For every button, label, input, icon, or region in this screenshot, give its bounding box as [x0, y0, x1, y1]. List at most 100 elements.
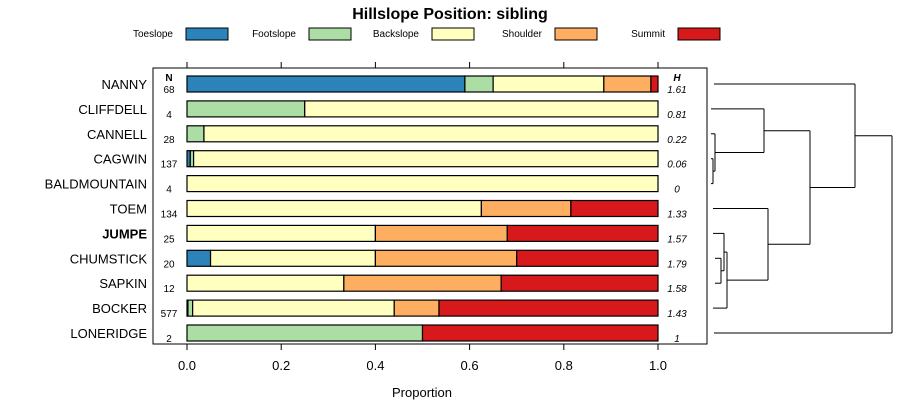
bar-segment-jumpe-shoulder: [374, 224, 508, 242]
legend-label-summit: Summit: [631, 29, 665, 40]
h-value-nanny: 1.61: [667, 85, 686, 96]
bar-row-jumpe: JUMPE 25 1.57: [102, 224, 687, 245]
x-tick-label-3: 0.6: [461, 358, 479, 373]
bar-segment-chumstick-backslope: [209, 249, 377, 267]
top-axis-ticks: [186, 62, 659, 68]
h-value-chumstick: 1.79: [667, 259, 687, 270]
x-axis-label: Proportion: [392, 385, 452, 400]
bar-segment-nanny-backslope: [492, 75, 605, 93]
n-value-sapkin: 12: [163, 284, 175, 295]
bar-row-nanny: NANNY 68 1.61: [101, 75, 687, 96]
row-label-cagwin: CAGWIN: [94, 152, 147, 167]
x-tick-label-5: 1.0: [649, 358, 667, 373]
row-label-toem: TOEM: [110, 202, 147, 217]
legend-swatch-summit: [677, 27, 721, 41]
bar-segment-nanny-footslope: [464, 75, 494, 93]
bar-segment-bocker-backslope: [192, 299, 395, 317]
legend-label-shoulder: Shoulder: [502, 29, 543, 40]
bar-row-cliffdell: CLIFFDELL 4 0.81: [78, 100, 687, 121]
n-value-baldmountain: 4: [166, 185, 172, 196]
bar-segment-toem-summit: [570, 199, 659, 218]
legend-label-toeslope: Toeslope: [133, 29, 173, 40]
h-value-bocker: 1.43: [667, 309, 687, 320]
n-value-toem: 134: [161, 210, 178, 221]
x-tick-label-2: 0.4: [366, 358, 384, 373]
bar-segment-jumpe-backslope: [186, 224, 376, 242]
h-value-baldmountain: 0: [674, 185, 680, 196]
h-value-cliffdell: 0.81: [667, 110, 686, 121]
legend: Toeslope Footslope Backslope Shoulder Summit: [133, 27, 721, 41]
bar-segment-cagwin-backslope: [192, 150, 659, 168]
bar-segment-nanny-shoulder: [603, 75, 652, 93]
x-axis: 0.0 0.2 0.4 0.6 0.8 1.0: [178, 344, 667, 373]
n-value-nanny: 68: [163, 85, 175, 96]
h-value-jumpe: 1.57: [667, 234, 687, 245]
row-label-nanny: NANNY: [101, 77, 147, 92]
legend-label-footslope: Footslope: [252, 29, 296, 40]
bar-segment-chumstick-shoulder: [374, 249, 518, 267]
bar-row-chumstick: CHUMSTICK 20 1.79: [70, 249, 687, 270]
h-value-cagwin: 0.06: [667, 160, 687, 171]
bar-segment-bocker-footslope: [187, 299, 194, 317]
n-value-loneridge: 2: [166, 334, 172, 345]
bar-row-cannell: CANNELL 28 0.22: [87, 125, 687, 146]
bar-segment-bocker-shoulder: [393, 299, 440, 317]
bar-segment-chumstick-summit: [516, 249, 659, 267]
bar-segment-loneridge-summit: [421, 324, 659, 342]
row-label-sapkin: SAPKIN: [99, 276, 147, 291]
legend-swatch-shoulder: [554, 27, 598, 41]
row-label-bocker: BOCKER: [92, 301, 147, 316]
bar-segment-cannell-backslope: [203, 125, 659, 143]
row-label-baldmountain: BALDMOUNTAIN: [45, 177, 147, 192]
row-label-jumpe: JUMPE: [102, 226, 147, 241]
n-value-bocker: 577: [161, 309, 178, 320]
x-tick-label-1: 0.2: [272, 358, 290, 373]
bar-segment-cliffdell-footslope: [186, 100, 306, 118]
h-value-cannell: 0.22: [667, 135, 687, 146]
h-column-header: H: [673, 73, 681, 84]
bar-segment-nanny-toeslope: [186, 75, 466, 93]
plot-frame: [152, 67, 708, 345]
bar-segment-loneridge-footslope: [186, 324, 424, 342]
bar-segment-cannell-footslope: [186, 125, 205, 143]
bar-row-baldmountain: BALDMOUNTAIN 4 0: [45, 175, 680, 196]
bar-row-sapkin: SAPKIN 12 1.58: [99, 274, 687, 295]
h-value-toem: 1.33: [667, 210, 687, 221]
bar-segment-sapkin-shoulder: [343, 274, 502, 292]
legend-swatch-footslope: [308, 27, 352, 41]
legend-label-backslope: Backslope: [373, 29, 420, 40]
legend-swatch-backslope: [431, 27, 475, 41]
row-label-cliffdell: CLIFFDELL: [78, 102, 147, 117]
bar-segment-cliffdell-backslope: [304, 100, 659, 118]
bar-row-toem: TOEM 134 1.33: [110, 199, 687, 221]
n-value-chumstick: 20: [163, 259, 175, 270]
bar-segment-nanny-summit: [650, 75, 659, 93]
n-value-cagwin: 137: [161, 160, 178, 171]
n-column-header: N: [165, 73, 172, 84]
bar-segment-chumstick-toeslope: [186, 249, 212, 267]
bar-row-cagwin: CAGWIN 137 0.06: [94, 150, 687, 171]
x-tick-label-4: 0.8: [555, 358, 573, 373]
n-value-jumpe: 25: [163, 234, 175, 245]
bar-segment-baldmountain-backslope: [186, 175, 659, 193]
n-value-cannell: 28: [163, 135, 175, 146]
bar-segment-sapkin-backslope: [186, 274, 345, 292]
bar-segment-sapkin-summit: [500, 274, 659, 292]
x-tick-label-0: 0.0: [178, 358, 196, 373]
legend-swatch-toeslope: [185, 27, 229, 41]
chart-title: Hillslope Position: sibling: [352, 6, 548, 23]
row-label-chumstick: CHUMSTICK: [70, 251, 148, 266]
h-value-sapkin: 1.58: [667, 284, 687, 295]
h-value-loneridge: 1: [674, 334, 680, 345]
bar-row-loneridge: LONERIDGE 2 1: [70, 324, 680, 345]
n-value-cliffdell: 4: [166, 110, 172, 121]
row-label-loneridge: LONERIDGE: [70, 326, 147, 341]
row-label-cannell: CANNELL: [87, 127, 147, 142]
bar-segment-jumpe-summit: [506, 224, 659, 242]
dendrogram: [711, 83, 893, 334]
bar-segment-bocker-summit: [438, 299, 659, 317]
bar-segment-toem-shoulder: [480, 199, 572, 218]
bar-row-bocker: BOCKER 577 1.43: [92, 299, 687, 320]
